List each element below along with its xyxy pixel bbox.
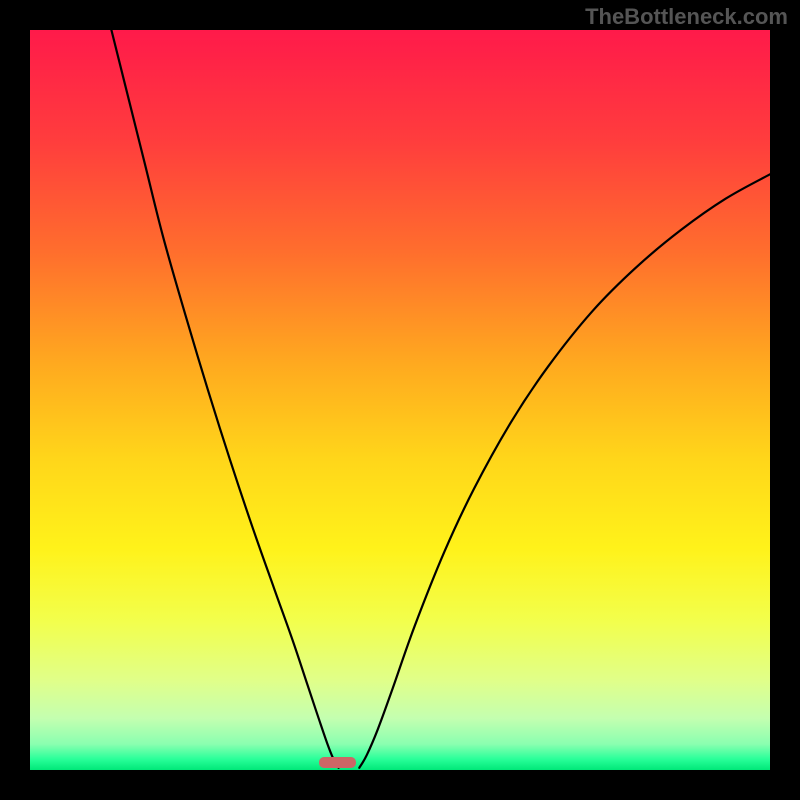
plot-area xyxy=(30,30,770,770)
curve-left-branch xyxy=(111,30,338,768)
bottleneck-marker xyxy=(319,757,356,768)
curve-right-branch xyxy=(359,174,770,767)
watermark-text: TheBottleneck.com xyxy=(585,4,788,30)
curve-overlay xyxy=(30,30,770,770)
chart-container: TheBottleneck.com xyxy=(0,0,800,800)
